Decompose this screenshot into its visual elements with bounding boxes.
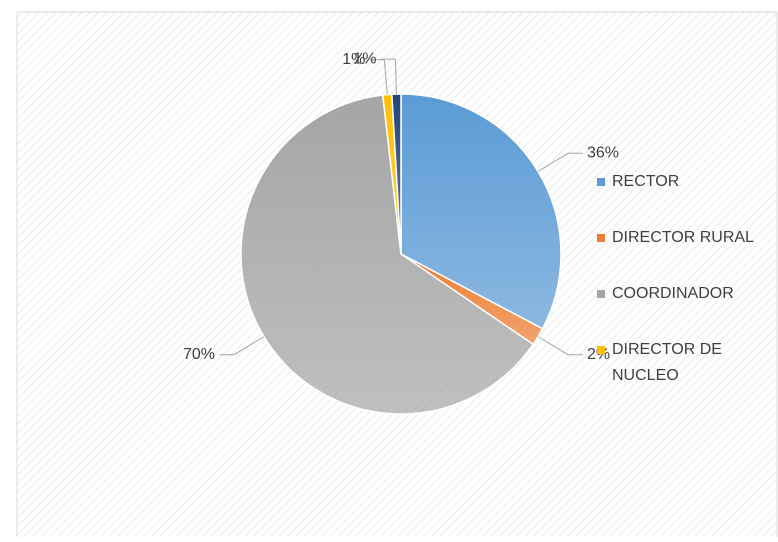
leader-line bbox=[219, 336, 265, 356]
legend-label: DIRECTOR DE NUCLEO bbox=[612, 341, 722, 384]
legend-swatch bbox=[597, 234, 605, 242]
legend-swatch bbox=[597, 290, 605, 298]
legend-label: COORDINADOR bbox=[612, 285, 734, 302]
legend-label: RECTOR bbox=[612, 173, 679, 190]
legend-swatch bbox=[597, 178, 605, 186]
pie-slice bbox=[240, 94, 535, 415]
legend-swatch bbox=[597, 346, 605, 354]
leader-line bbox=[380, 58, 397, 95]
pie-slice bbox=[400, 93, 562, 330]
legend-label: DIRECTOR RURAL bbox=[612, 229, 754, 246]
leader-line bbox=[369, 59, 388, 95]
leader-line bbox=[537, 336, 583, 356]
data-label: 70% bbox=[183, 346, 215, 363]
data-label: 1% bbox=[342, 51, 365, 68]
data-label: 1% bbox=[353, 50, 376, 67]
data-label: 36% bbox=[587, 145, 619, 162]
leader-line bbox=[537, 152, 583, 172]
